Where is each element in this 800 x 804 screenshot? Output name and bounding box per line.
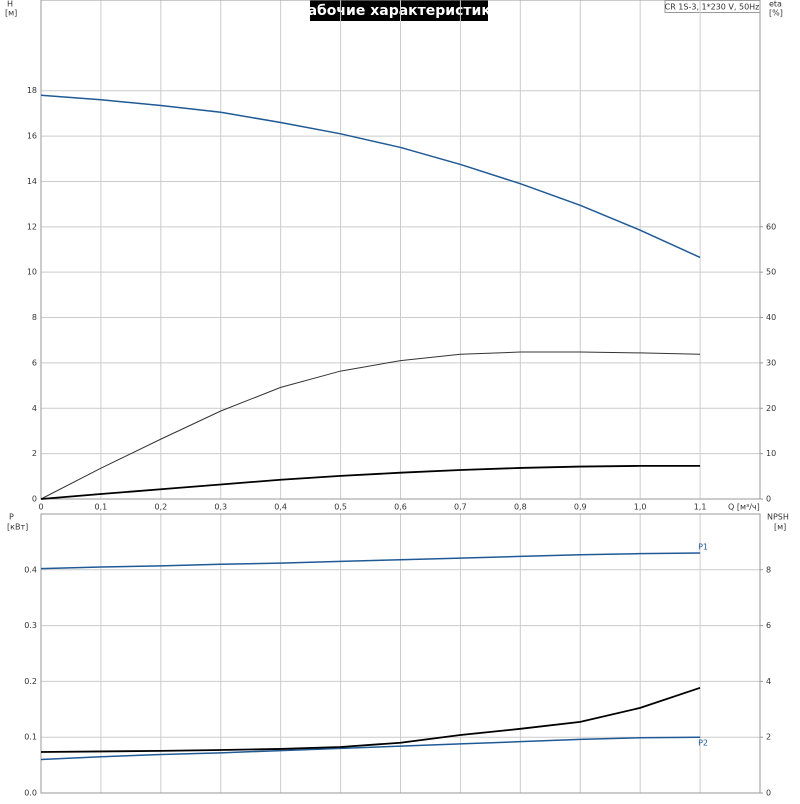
- y-tick-label: 18: [27, 86, 37, 95]
- x-tick-label: 0,8: [514, 503, 527, 512]
- y-tick-label: 12: [27, 222, 37, 231]
- y-tick-label: 0: [32, 495, 37, 504]
- x-tick-label: 0,4: [274, 503, 287, 512]
- x-tick-label: 0,5: [334, 503, 347, 512]
- y-tick-label: 14: [27, 177, 37, 186]
- x-tick-label: 0,6: [394, 503, 407, 512]
- series-line: [40, 94, 701, 259]
- y-tick-label: 16: [27, 132, 37, 141]
- annotation: CR 1S-3, 1*230 V, 50Hz: [665, 3, 760, 12]
- series-line: [40, 736, 701, 761]
- y-tick-label: 6: [32, 358, 37, 367]
- title-box: [310, 0, 488, 21]
- y-tick-label: 0.1: [24, 733, 37, 742]
- y-axis-label: P: [9, 513, 14, 522]
- y2-tick-label: 0: [766, 495, 771, 504]
- y2-tick-label: 2: [766, 733, 771, 742]
- x-tick-label: 0: [38, 503, 43, 512]
- x-tick-label: 1,1: [694, 503, 707, 512]
- plot-border: [40, 0, 761, 500]
- x-tick-label: 0,9: [574, 503, 587, 512]
- y-tick-label: 8: [32, 313, 37, 322]
- y2-tick-label: 50: [766, 268, 776, 277]
- y2-tick-label: 30: [766, 358, 776, 367]
- chart-title: Рабочие характеристики: [297, 3, 500, 19]
- plot-border: [40, 513, 761, 794]
- y2-axis-label: eta: [769, 0, 782, 9]
- y-tick-label: 10: [27, 268, 37, 277]
- y2-tick-label: 6: [766, 621, 771, 630]
- y2-tick-label: 0: [766, 789, 771, 798]
- y-tick-label: 4: [32, 404, 37, 413]
- y2-tick-label: 8: [766, 565, 771, 574]
- series-line: [40, 552, 701, 570]
- x-tick-label: 0,3: [214, 503, 227, 512]
- series-line: [40, 351, 701, 500]
- y2-tick-label: 10: [766, 449, 776, 458]
- series-label: P1: [698, 543, 708, 552]
- x-tick-label: 0,7: [454, 503, 467, 512]
- x-tick-label: 0,1: [95, 503, 108, 512]
- y2-tick-label: 4: [766, 677, 771, 686]
- y2-axis-unit: [м]: [774, 523, 786, 532]
- x-tick-label: 1,0: [634, 503, 647, 512]
- y-tick-label: 0.2: [24, 677, 37, 686]
- y2-tick-label: 20: [766, 404, 776, 413]
- series-label: P2: [698, 739, 708, 748]
- y-tick-label: 0.0: [24, 789, 37, 798]
- y-tick-label: 2: [32, 449, 37, 458]
- y2-axis-unit: [%]: [769, 9, 783, 18]
- y-axis-unit: [кВт]: [7, 523, 28, 532]
- series-line: [40, 686, 701, 753]
- y-tick-label: 0.3: [24, 621, 37, 630]
- y2-tick-label: 60: [766, 222, 776, 231]
- x-axis-label: Q [м³/ч]: [728, 503, 760, 512]
- x-tick-label: 0,2: [154, 503, 167, 512]
- y2-tick-label: 40: [766, 313, 776, 322]
- y-axis-unit: [м]: [5, 9, 17, 18]
- y2-axis-label: NPSH: [767, 513, 789, 522]
- y-tick-label: 0.4: [24, 565, 37, 574]
- series-line: [40, 464, 701, 500]
- y-axis-label: H: [7, 0, 13, 9]
